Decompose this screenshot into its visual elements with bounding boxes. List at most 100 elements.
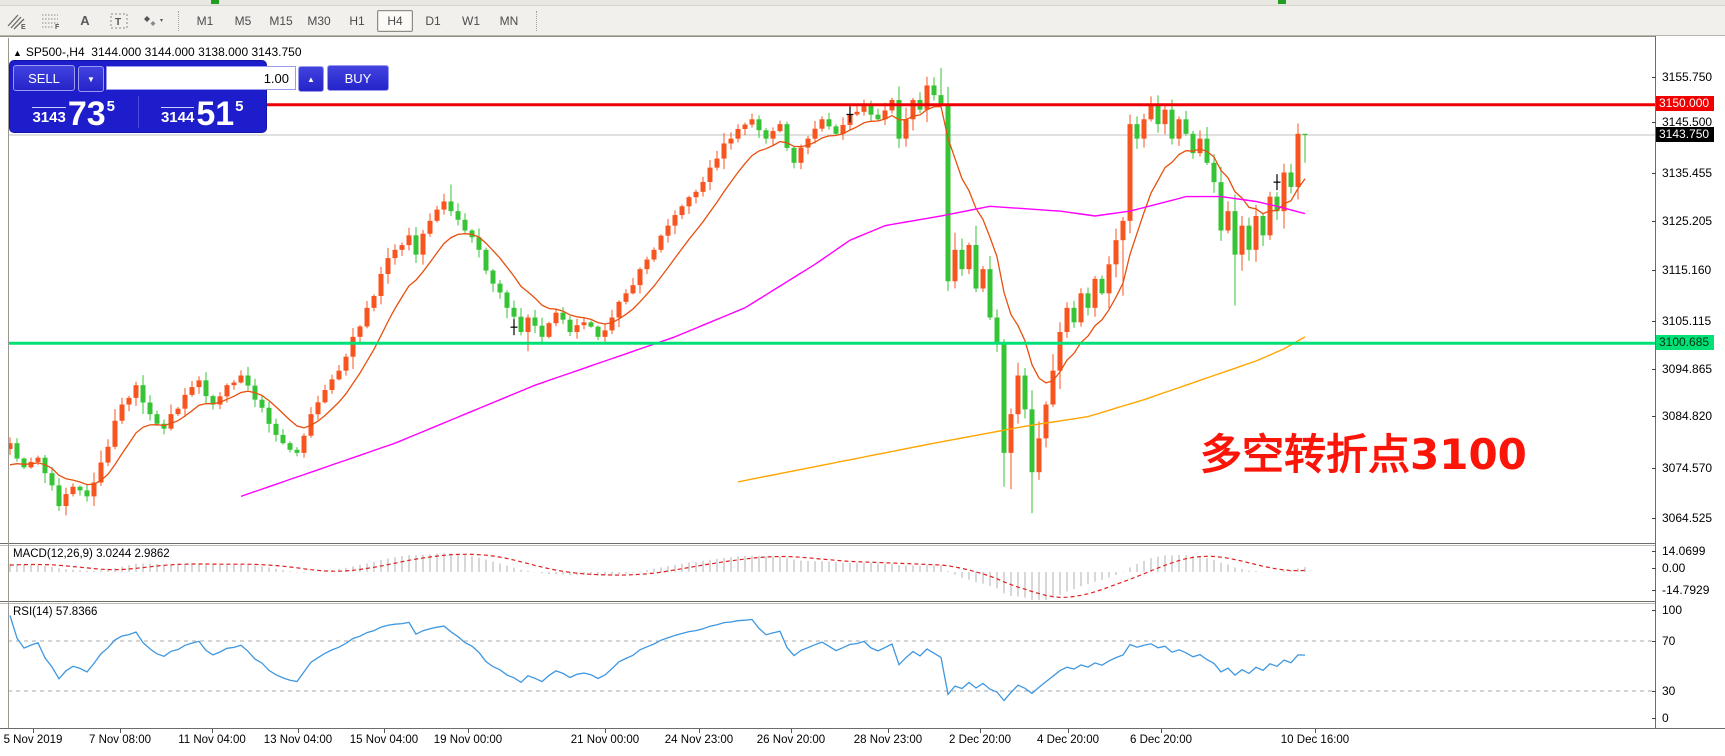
price-badge-3150.000: 3150.000 [1656,96,1715,111]
candle-body [238,375,244,383]
timeframe-button-d1[interactable]: D1 [425,13,441,28]
candle-body [336,370,342,380]
candle-body [1001,344,1007,453]
candle-body [1029,409,1035,473]
timeframe-button-h4[interactable]: H4 [377,9,413,32]
time-tick [120,729,121,733]
candle-body [231,382,237,386]
candle-body [910,99,916,120]
time-axis[interactable]: 5 Nov 2019 7 Nov 08:00 11 Nov 04:00 13 Nov … [0,728,1725,756]
price-axis-label: 3145.500 [1662,115,1713,129]
rsi-panel-canvas[interactable] [8,604,1655,727]
candle-body [987,269,993,318]
clipped-green-button [1278,0,1286,4]
macd-panel-canvas[interactable] [8,546,1655,601]
candle-body [1113,240,1119,265]
main-chart-canvas[interactable] [8,38,1655,543]
volume-stepper: ▼ ▲ [78,66,324,92]
rsi_panel-axis-label: 100 [1662,603,1683,617]
candle-body [1197,138,1203,154]
rsi-label: RSI(14) 57.8366 [13,606,98,618]
time-tick [791,729,792,733]
text-box-icon[interactable]: T [103,8,135,34]
candle-body [70,486,76,495]
price-axis-label: 3105.115 [1662,314,1712,328]
candle-body [56,485,62,507]
ask-price[interactable]: 3144 51 5 [139,93,267,131]
bid-big-digits: 73 [67,95,106,133]
rsi_panel-tick [1652,610,1656,611]
volume-increase-icon[interactable]: ▲ [298,66,324,92]
candle-body [1260,215,1266,236]
candle-body [798,147,804,163]
bid-price[interactable]: 3143 73 5 [10,93,138,131]
svg-text:T: T [115,17,121,28]
candle-body [294,449,300,453]
candle-body [371,295,377,308]
bid-sup-digit: 5 [106,98,116,115]
panel-separator[interactable] [0,543,1725,544]
candle-body [518,316,524,333]
candle-body [203,380,209,397]
line-studies-icon[interactable]: E [1,8,33,34]
candle-body [504,292,510,308]
candle-body [742,124,748,129]
price-axis-label: 3064.525 [1662,511,1713,525]
candle-body [784,124,790,148]
panel-separator [0,603,1725,604]
candle-body [119,404,125,421]
candle-body [182,394,188,409]
candle-body [441,201,447,210]
objects-dropdown-icon[interactable] [137,8,169,34]
candle-body [1057,332,1063,371]
top-toolbar-clipped-row [0,0,1725,6]
candle-body [553,312,559,324]
timeframe-button-h1[interactable]: H1 [349,13,365,28]
candle-body [511,307,517,317]
timeframe-button-w1[interactable]: W1 [462,13,480,28]
candle-body [497,283,503,293]
price-axis[interactable]: 3155.750 3145.500 3135.455 3125.205 3115.160… [1652,36,1725,728]
price-axis-border [1655,36,1656,728]
candle-body [161,423,167,429]
candle-body [602,330,608,337]
candle-body [651,249,657,260]
candle-body [385,258,391,274]
time-tick [384,729,385,733]
candle-body [1036,438,1042,473]
candle-body [1169,109,1175,139]
collapse-arrow-icon[interactable]: ▲ [13,48,22,58]
fibonacci-lines-icon[interactable]: F [35,8,67,34]
candle-body [532,317,538,326]
timeframe-button-m1[interactable]: M1 [196,13,214,28]
volume-decrease-icon[interactable]: ▼ [78,66,104,92]
macd_panel-tick [1652,590,1656,591]
candle-body [98,462,104,483]
candle-body [1190,133,1196,154]
candle-body [1218,182,1224,231]
candle-body [560,312,566,320]
rsi_panel-axis-label: 0 [1662,711,1669,725]
candle-body [343,356,349,371]
sell-button[interactable]: SELL [13,65,75,91]
timeframe-button-mn[interactable]: MN [499,13,519,28]
candle-body [1099,278,1105,294]
panel-separator[interactable] [0,601,1725,602]
timeframe-button-m15[interactable]: M15 [269,13,293,28]
timeframe-button-m30[interactable]: M30 [307,13,331,28]
candle-body [1211,162,1217,183]
timeframe-button-m5[interactable]: M5 [234,13,252,28]
volume-input[interactable] [106,66,296,90]
candle-body [637,269,643,286]
rsi_panel-tick [1652,718,1656,719]
buy-button[interactable]: BUY [327,65,389,91]
text-label-icon[interactable]: A [80,13,90,28]
candle-body [679,206,685,216]
clipped-green-button [211,0,219,4]
candle-body [378,273,384,296]
candle-body [1267,196,1273,236]
timeframe-group: M1 M5 M15 M30 H1 H4 D1 W1 MN [186,9,528,32]
candle-body [525,317,531,333]
candle-body [42,457,48,474]
price-axis-label: 3094.865 [1662,362,1713,376]
